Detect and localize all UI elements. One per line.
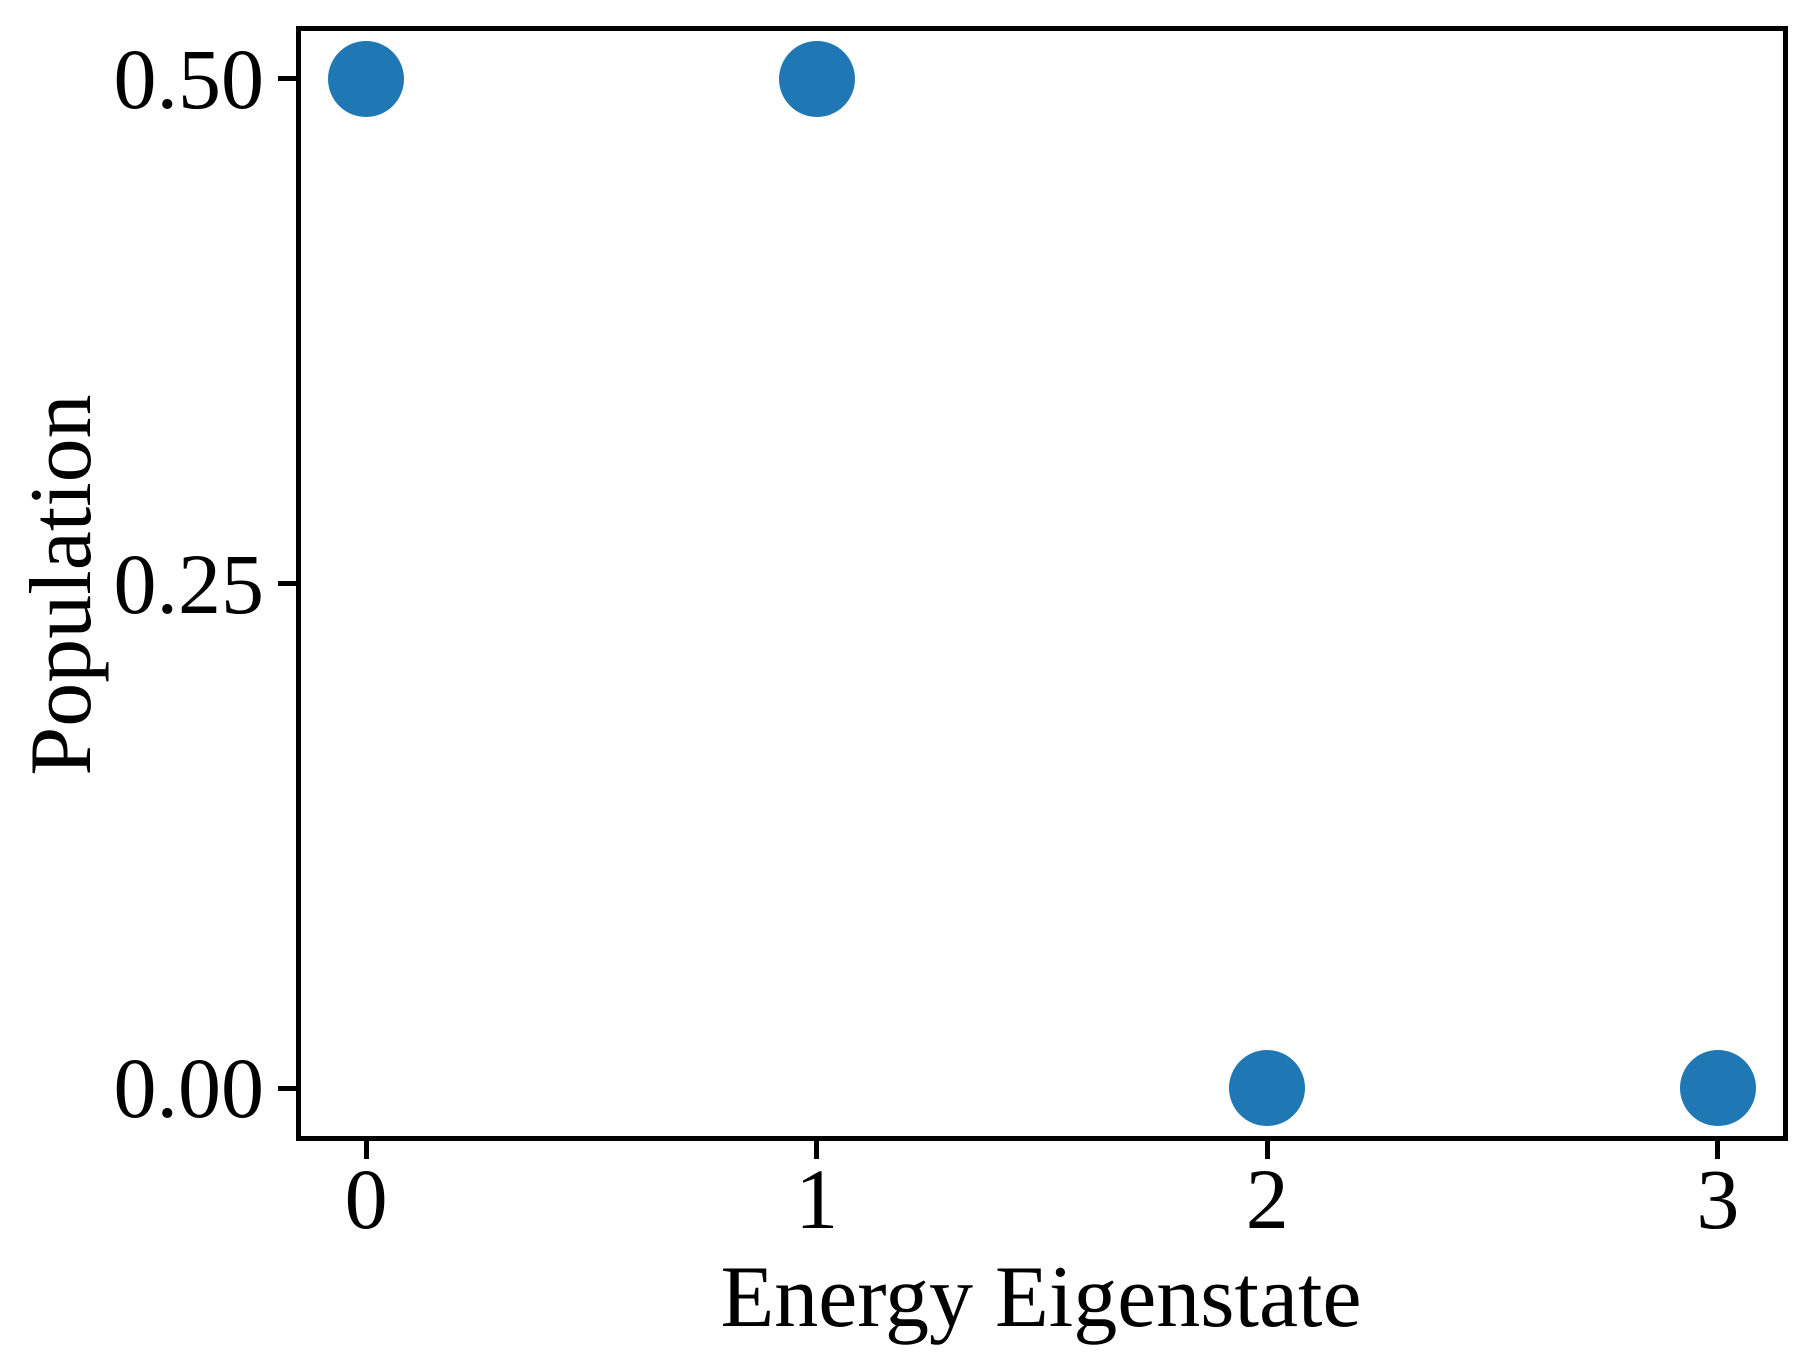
scatter-point — [1679, 1050, 1756, 1127]
x-tick — [363, 1141, 369, 1159]
y-tick — [278, 581, 296, 586]
x-tick-label: 3 — [1696, 1151, 1740, 1247]
x-tick — [1264, 1141, 1270, 1159]
scatter-point — [1229, 1050, 1306, 1127]
x-tick-label: 0 — [344, 1151, 388, 1247]
plot-area — [296, 26, 1788, 1141]
x-tick — [814, 1141, 820, 1159]
y-tick-label: 0.50 — [113, 30, 265, 127]
x-tick — [1715, 1141, 1721, 1159]
y-tick-label: 0.25 — [113, 535, 265, 632]
x-tick-label: 1 — [795, 1151, 839, 1247]
scatter-point — [778, 40, 855, 117]
x-tick-label: 2 — [1245, 1151, 1289, 1247]
y-tick-label: 0.00 — [113, 1040, 265, 1137]
x-axis-label: Energy Eigenstate — [720, 1249, 1362, 1346]
y-tick — [278, 1085, 296, 1091]
scatter-point — [328, 40, 405, 117]
y-tick — [278, 76, 296, 82]
